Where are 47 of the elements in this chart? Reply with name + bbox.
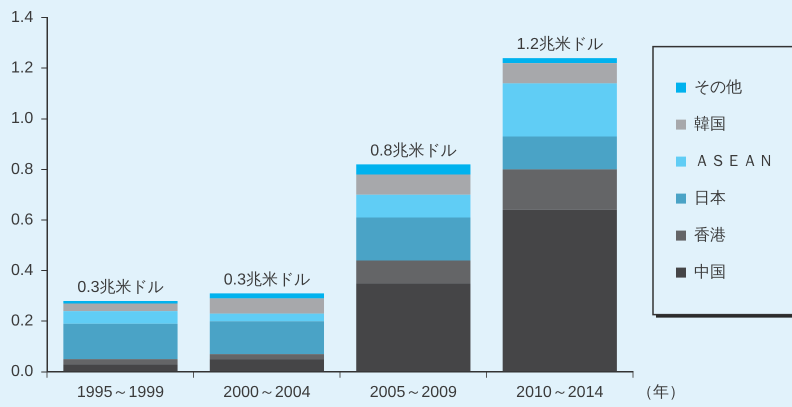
bar — [63, 311, 178, 324]
bar — [210, 298, 324, 314]
bar — [502, 136, 617, 170]
y-tick-label: 0.0 — [10, 363, 34, 380]
bar — [356, 283, 470, 372]
bar — [210, 314, 324, 322]
total-label: 0.8兆米ドル — [370, 141, 456, 160]
x-tick-label: 2005～2009 — [370, 384, 458, 401]
bar — [502, 210, 617, 372]
bar — [356, 164, 470, 174]
legend-label: ＡＳＥＡＮ — [694, 153, 774, 170]
x-tick-label: 1995～1999 — [76, 384, 164, 401]
bar — [63, 300, 178, 304]
bar — [210, 359, 324, 372]
bar — [502, 169, 617, 210]
y-tick-label: 1.2 — [10, 60, 34, 77]
bar — [356, 174, 470, 195]
bar — [63, 324, 178, 360]
legend-label: 日本 — [694, 189, 726, 208]
legend-label: その他 — [694, 79, 742, 96]
bar — [210, 321, 324, 354]
legend-label: 香港 — [694, 226, 726, 244]
y-tick-label: 0.8 — [10, 160, 34, 178]
bar — [356, 194, 470, 218]
legend-label: 韓国 — [694, 115, 726, 134]
x-tick-label: 2010～2014 — [516, 384, 604, 401]
y-tick-label: 0.6 — [10, 211, 34, 228]
total-label: 0.3兆米ドル — [77, 278, 164, 296]
x-axis-title: （年） — [637, 384, 685, 401]
bar — [63, 364, 178, 372]
y-tick-label: 1.4 — [10, 9, 34, 26]
bar — [63, 359, 178, 364]
bar — [356, 217, 470, 260]
bar — [356, 260, 470, 284]
bar — [63, 303, 178, 312]
total-label: 0.3兆米ドル — [224, 270, 310, 288]
total-label: 1.2兆米ドル — [516, 35, 603, 54]
x-tick-label: 2000～2004 — [223, 384, 311, 401]
y-tick-label: 0.4 — [10, 262, 34, 280]
bar — [502, 58, 617, 64]
y-tick-label: 1.0 — [10, 110, 34, 128]
bar — [210, 293, 324, 298]
bar — [502, 83, 617, 137]
legend-label: 中国 — [694, 263, 726, 282]
y-tick-label: 0.2 — [10, 312, 34, 330]
bar — [502, 63, 617, 84]
bar — [210, 354, 324, 360]
